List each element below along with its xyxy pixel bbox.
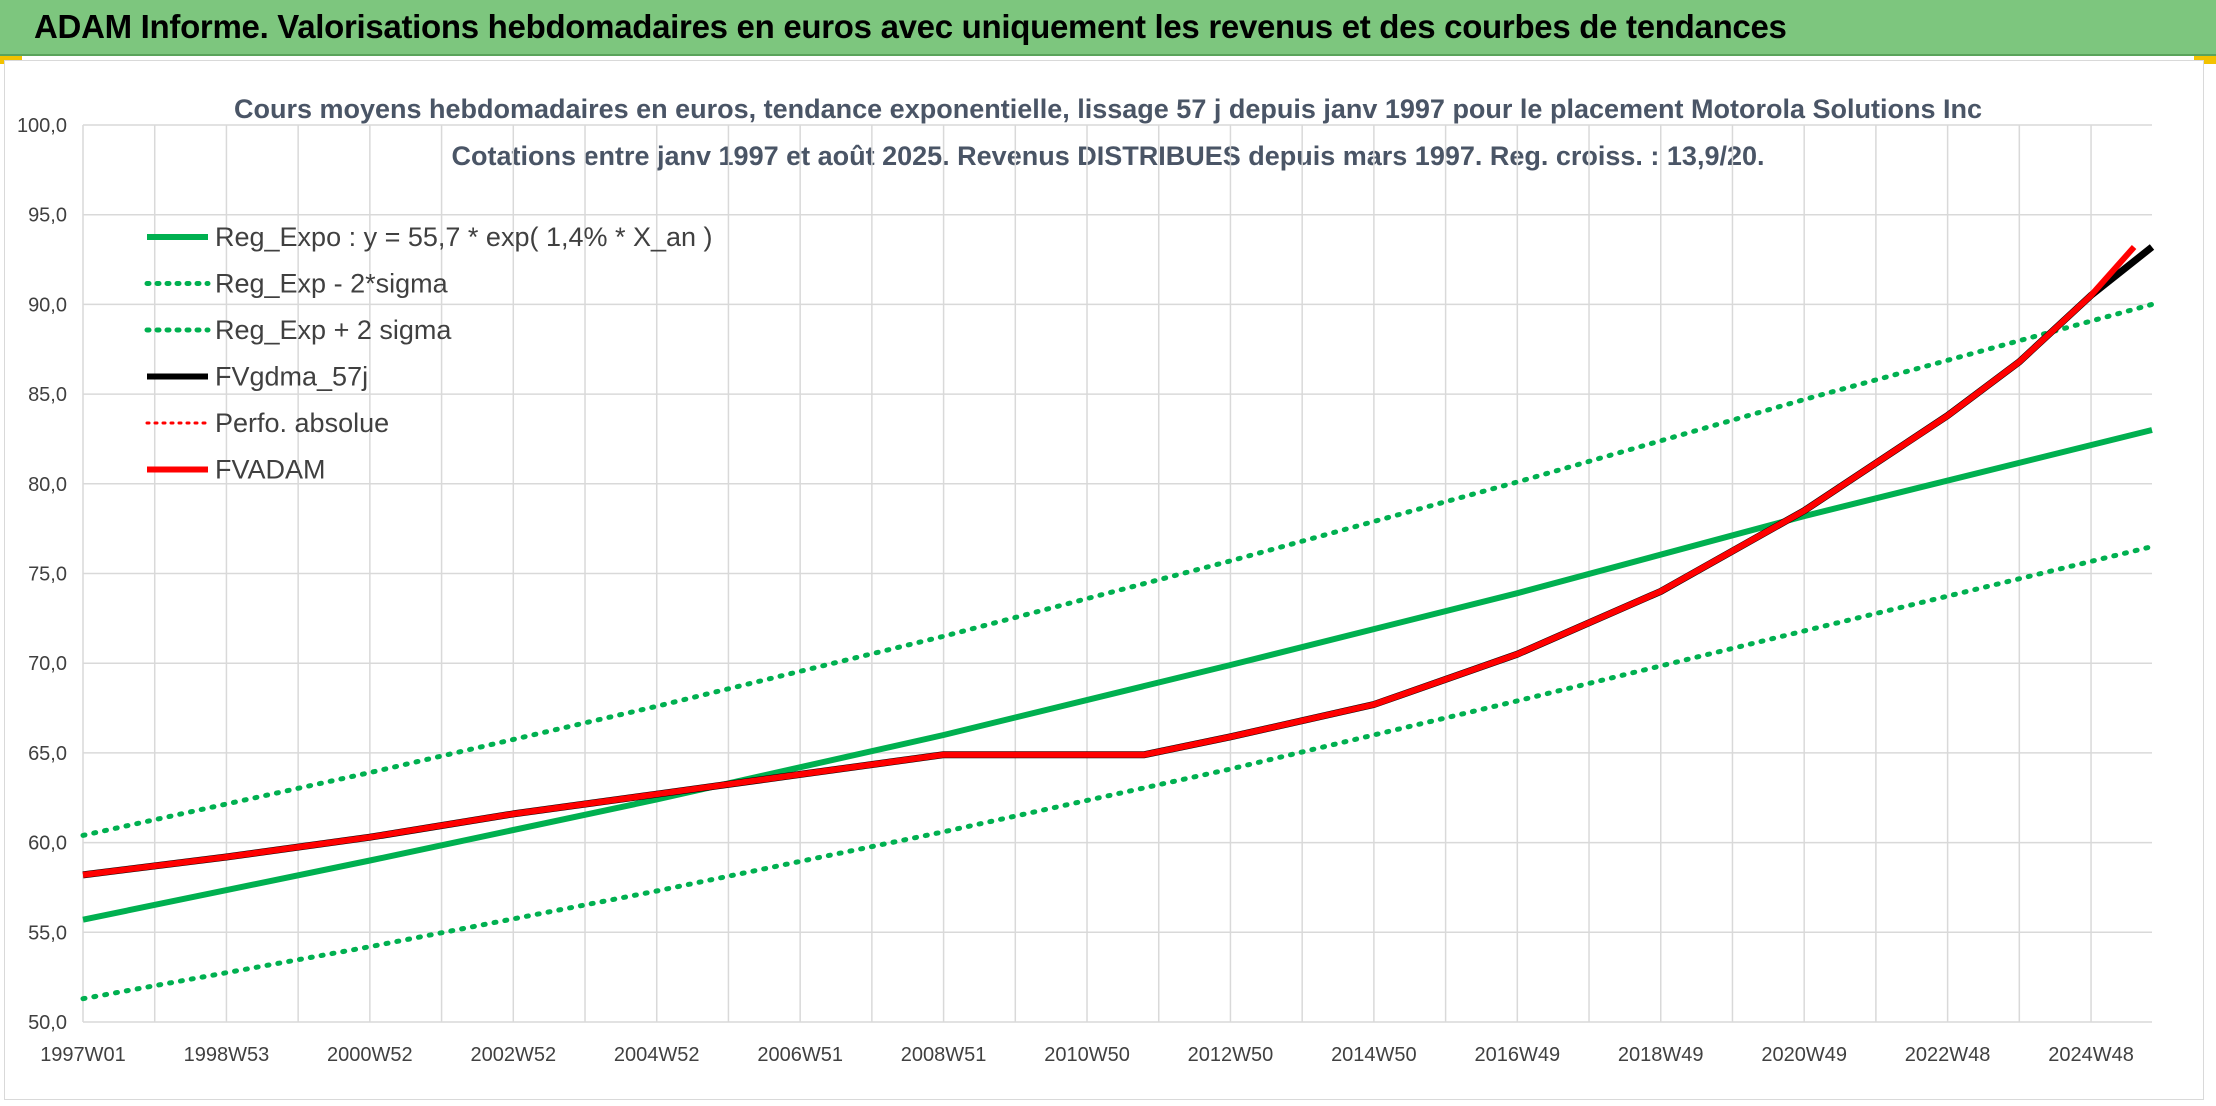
x-tick-label: 2022W48: [1905, 1044, 1991, 1066]
y-tick-label: 55,0: [28, 922, 67, 944]
y-tick-label: 95,0: [28, 205, 67, 227]
chart-subtitle: Cotations entre janv 1997 et août 2025. …: [451, 141, 1764, 171]
legend-label: FVADAM: [215, 455, 326, 485]
y-tick-label: 60,0: [28, 833, 67, 855]
x-tick-label: 2024W48: [2048, 1044, 2134, 1066]
y-tick-label: 90,0: [28, 294, 67, 316]
legend-label: FVgdma_57j: [215, 362, 368, 392]
y-tick-label: 100,0: [17, 115, 67, 137]
x-tick-label: 2000W52: [327, 1044, 413, 1066]
y-tick-label: 65,0: [28, 743, 67, 765]
x-tick-label: 2002W52: [470, 1044, 556, 1066]
series-line: [82, 427, 2153, 923]
series-line: [82, 245, 2137, 878]
x-tick-label: 2006W51: [757, 1044, 843, 1066]
chart-area: [4, 60, 2204, 1100]
legend-label: Reg_Expo : y = 55,7 * exp( 1,4% * X_an ): [215, 222, 713, 252]
x-tick-label: 2012W50: [1188, 1044, 1274, 1066]
report-banner: ADAM Informe. Valorisations hebdomadaire…: [0, 0, 2216, 56]
report-title: ADAM Informe. Valorisations hebdomadaire…: [34, 8, 1787, 45]
y-tick-label: 70,0: [28, 653, 67, 675]
series-line: [80, 544, 2155, 1002]
x-tick-label: 2018W49: [1618, 1044, 1704, 1066]
chart-title: Cours moyens hebdomadaires en euros, ten…: [234, 94, 1982, 124]
legend-label: Reg_Exp + 2 sigma: [215, 315, 452, 345]
series-line: [80, 301, 2155, 838]
chart-legend: Reg_Expo : y = 55,7 * exp( 1,4% * X_an )…: [144, 222, 713, 485]
x-tick-label: 2016W49: [1475, 1044, 1561, 1066]
y-tick-label: 85,0: [28, 384, 67, 406]
corner-marker: [2194, 56, 2216, 64]
y-tick-label: 50,0: [28, 1012, 67, 1034]
x-tick-label: 1997W01: [40, 1044, 126, 1066]
legend-label: Reg_Exp - 2*sigma: [215, 269, 449, 299]
legend-label: Perfo. absolue: [215, 408, 389, 438]
x-tick-label: 2014W50: [1331, 1044, 1417, 1066]
x-tick-label: 2008W51: [901, 1044, 987, 1066]
x-tick-label: 2020W49: [1761, 1044, 1847, 1066]
x-tick-label: 2010W50: [1044, 1044, 1130, 1066]
y-tick-label: 80,0: [28, 474, 67, 496]
y-tick-label: 75,0: [28, 564, 67, 586]
x-tick-label: 1998W53: [184, 1044, 270, 1066]
x-tick-label: 2004W52: [614, 1044, 700, 1066]
